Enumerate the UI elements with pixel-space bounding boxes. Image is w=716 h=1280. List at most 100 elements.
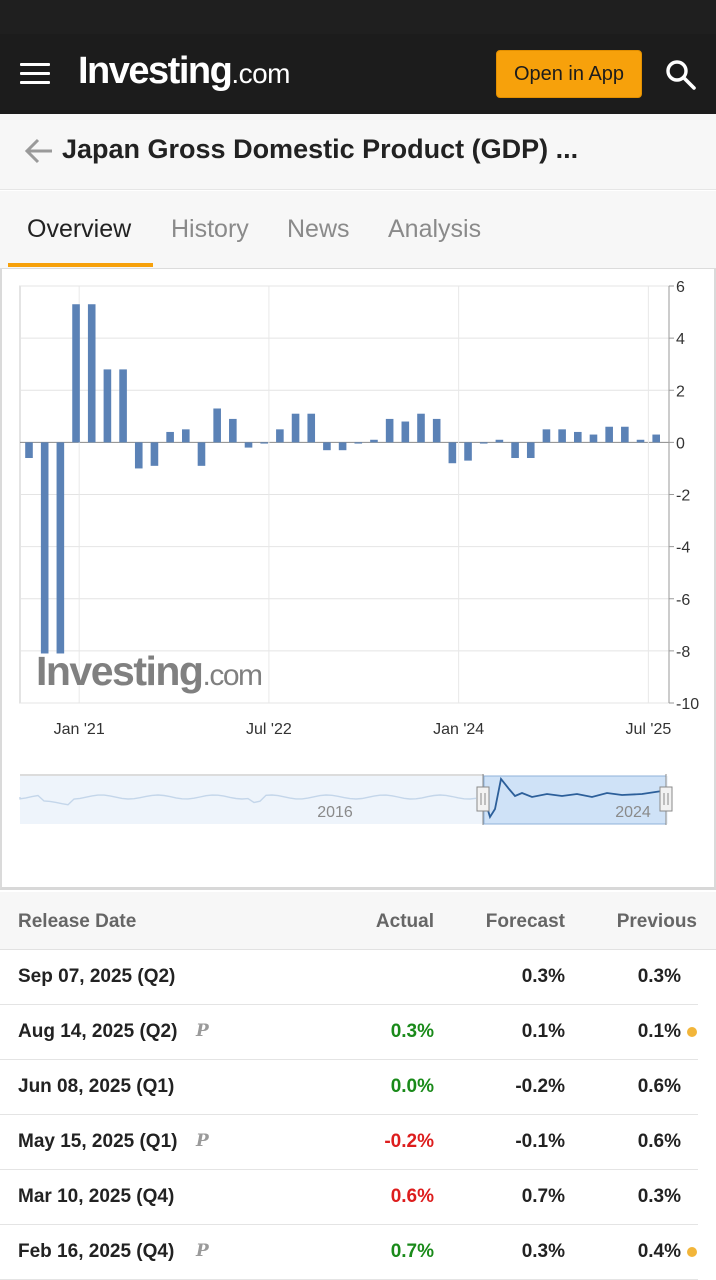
- chart-bar: [213, 408, 221, 443]
- tab-bar: Overview History News Analysis: [0, 191, 716, 269]
- preliminary-marker: P: [196, 1241, 209, 1261]
- chart-bar: [40, 442, 49, 654]
- previous-cell: 0.6%: [637, 1076, 681, 1097]
- chart-bar: [323, 442, 331, 451]
- logo-tld: .com: [231, 58, 290, 89]
- actual-cell: -0.2%: [384, 1131, 434, 1152]
- chart-bar: [276, 429, 284, 443]
- navigator-history-line: [19, 794, 477, 806]
- chart-bar: [103, 369, 112, 443]
- y-tick-label: 0: [676, 435, 685, 452]
- chart-bar: [56, 442, 65, 654]
- y-tick-label: -10: [676, 696, 699, 713]
- table-header: Release Date Actual Forecast Previous: [0, 892, 716, 950]
- y-tick-label: -6: [676, 592, 690, 609]
- release-date-cell: Feb 16, 2025 (Q4): [18, 1241, 175, 1262]
- table-row[interactable]: May 15, 2025 (Q1) P -0.2% -0.1% 0.6%: [0, 1115, 698, 1170]
- header-actual[interactable]: Actual: [375, 911, 434, 932]
- forecast-cell: 0.1%: [521, 1021, 565, 1042]
- release-date-cell: Jun 08, 2025 (Q1): [18, 1076, 175, 1097]
- y-tick-label: 4: [676, 331, 685, 348]
- tab-analysis[interactable]: Analysis: [388, 215, 482, 243]
- previous-cell: 0.6%: [637, 1131, 681, 1152]
- chart-bar: [338, 442, 347, 451]
- chart-bar: [448, 442, 457, 464]
- page-header: Japan Gross Domestic Product (GDP) ...: [0, 114, 716, 190]
- actual-cell: 0.6%: [390, 1186, 434, 1207]
- chart-bar: [197, 442, 206, 466]
- chart-bar: [511, 442, 519, 459]
- x-tick-label: Jul '22: [246, 721, 292, 738]
- navigator-selected-line: [483, 776, 663, 820]
- chart-bar: [119, 369, 127, 443]
- previous-cell: 0.4%: [637, 1241, 681, 1262]
- x-tick-label: Jan '21: [54, 721, 105, 738]
- search-icon[interactable]: [664, 58, 698, 92]
- chart-bar: [370, 439, 378, 443]
- navigator-year-label: 2016: [317, 804, 353, 821]
- tab-history[interactable]: History: [171, 215, 249, 243]
- status-bar: [0, 0, 716, 34]
- chart-bar: [432, 418, 441, 443]
- navigator-year-label: 2024: [615, 804, 651, 821]
- back-arrow-icon[interactable]: [24, 136, 56, 166]
- chart-bar: [25, 442, 33, 459]
- chart-bar: [574, 431, 582, 443]
- previous-cell: 0.1%: [637, 1021, 681, 1042]
- chart-bar: [385, 418, 394, 443]
- chart-bar: [229, 418, 237, 443]
- chart-bar: [307, 413, 316, 443]
- header-release-date[interactable]: Release Date: [18, 911, 137, 932]
- hamburger-menu-icon[interactable]: [18, 60, 52, 88]
- chart-bar: [542, 429, 551, 443]
- previous-cell: 0.3%: [637, 966, 681, 987]
- chart-bar: [87, 304, 96, 443]
- release-date-cell: Aug 14, 2025 (Q2): [18, 1021, 178, 1042]
- navigator-left-handle[interactable]: [476, 786, 490, 812]
- y-tick-label: -4: [676, 540, 690, 557]
- previous-cell: 0.3%: [637, 1186, 681, 1207]
- actual-cell: 0.0%: [390, 1076, 434, 1097]
- header-previous[interactable]: Previous: [616, 911, 697, 932]
- table-row[interactable]: Aug 14, 2025 (Q2) P 0.3% 0.1% 0.1%: [0, 1005, 698, 1060]
- navigator-right-handle[interactable]: [659, 786, 673, 812]
- chart-bar: [401, 421, 410, 443]
- tab-overview[interactable]: Overview: [27, 215, 132, 243]
- tab-news[interactable]: News: [287, 215, 350, 243]
- revised-indicator-icon: [687, 1247, 697, 1257]
- actual-cell: 0.7%: [390, 1241, 434, 1262]
- preliminary-marker: P: [196, 1021, 209, 1041]
- top-navigation: Investing.com Open in App: [0, 34, 716, 114]
- chart-bar: [636, 439, 645, 443]
- gdp-chart[interactable]: 6 4 2 0 -2 -4 -6 -8 -10 Jan '21 Jul '22 Jan '24 Jul …: [0, 269, 716, 890]
- investing-watermark: Investing.com: [36, 648, 262, 694]
- chart-bar: [589, 434, 598, 443]
- x-tick-label: Jan '24: [433, 721, 484, 738]
- y-tick-label: -8: [676, 644, 690, 661]
- y-tick-label: 2: [676, 383, 685, 400]
- chart-bar: [652, 434, 660, 443]
- logo-brand: Investing: [78, 50, 233, 92]
- table-row[interactable]: Jun 08, 2025 (Q1) 0.0% -0.2% 0.6%: [0, 1060, 698, 1115]
- preliminary-marker: P: [196, 1131, 209, 1151]
- forecast-cell: -0.1%: [515, 1131, 565, 1152]
- table-row[interactable]: Feb 16, 2025 (Q4) P 0.7% 0.3% 0.4%: [0, 1225, 698, 1280]
- chart-bar: [558, 429, 566, 443]
- open-in-app-button[interactable]: Open in App: [496, 50, 642, 98]
- forecast-cell: 0.7%: [521, 1186, 565, 1207]
- investing-logo[interactable]: Investing.com: [78, 50, 290, 98]
- chart-bar: [479, 442, 488, 444]
- y-tick-label: 6: [676, 279, 685, 296]
- chart-bar: [291, 413, 300, 443]
- chart-bar: [621, 426, 629, 443]
- table-row[interactable]: Sep 07, 2025 (Q2) 0.3% 0.3%: [0, 950, 698, 1005]
- chart-bar: [605, 426, 613, 443]
- chart-bar: [495, 439, 504, 443]
- chart-svg[interactable]: 6 4 2 0 -2 -4 -6 -8 -10 Jan '21 Jul '22 Jan '24 Jul …: [2, 269, 714, 887]
- chart-bar: [134, 442, 143, 469]
- header-forecast[interactable]: Forecast: [485, 911, 565, 932]
- release-date-cell: May 15, 2025 (Q1): [18, 1131, 178, 1152]
- revised-indicator-icon: [687, 1027, 697, 1037]
- forecast-cell: 0.3%: [521, 1241, 565, 1262]
- table-row[interactable]: Mar 10, 2025 (Q4) 0.6% 0.7% 0.3%: [0, 1170, 698, 1225]
